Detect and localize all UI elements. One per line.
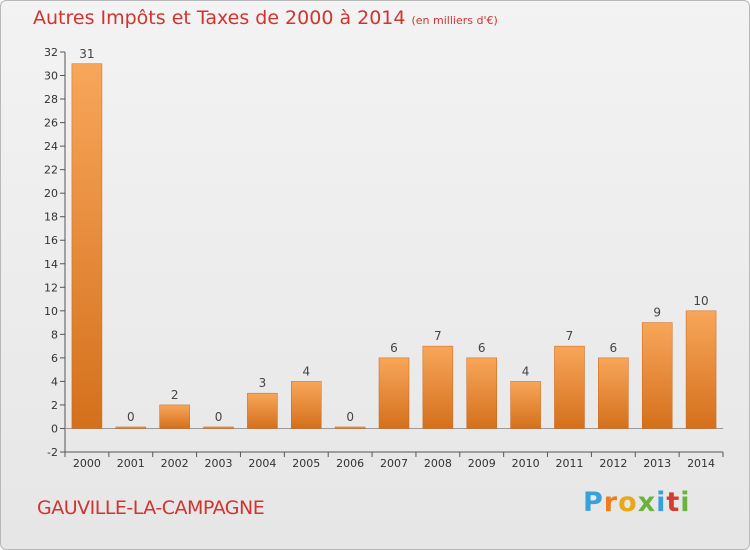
bar-2003 — [203, 426, 234, 429]
logo-letter: o — [618, 487, 638, 518]
value-label-2008: 7 — [434, 329, 442, 343]
title-text: Autres Impôts et Taxes de 2000 à 2014 — [33, 7, 406, 29]
x-tick-label: 2011 — [555, 457, 583, 470]
x-tick-label: 2004 — [248, 457, 276, 470]
y-tick-label: 2 — [51, 399, 58, 412]
logo-letter: i — [656, 487, 667, 518]
bar-2007 — [378, 357, 410, 429]
value-label-2005: 4 — [302, 364, 310, 378]
y-tick-label: 22 — [44, 164, 58, 177]
bar-2006 — [334, 426, 366, 429]
logo-letter: P — [583, 487, 604, 518]
value-label-2009: 6 — [478, 341, 486, 355]
value-label-2011: 7 — [566, 329, 574, 343]
y-tick-label: 14 — [44, 258, 58, 271]
x-tick-label: 2000 — [73, 457, 101, 470]
bar-2010 — [510, 381, 541, 429]
x-tick-label: 2013 — [643, 457, 671, 470]
value-label-2002: 2 — [171, 388, 179, 402]
y-tick-label: 16 — [44, 234, 58, 247]
x-tick-label: 2009 — [468, 457, 496, 470]
value-label-2000: 31 — [79, 47, 94, 61]
value-label-2007: 6 — [390, 341, 398, 355]
x-tick-label: 2005 — [292, 457, 320, 470]
logo-letter: r — [603, 487, 619, 518]
y-tick-label: 4 — [51, 375, 58, 388]
bar-2001 — [115, 426, 147, 429]
y-tick-label: 0 — [51, 422, 58, 435]
bar-2013 — [641, 322, 673, 429]
y-tick-label: -2 — [47, 446, 58, 459]
bar-2004 — [247, 392, 278, 429]
bar-2000 — [71, 63, 103, 429]
value-label-2006: 0 — [346, 410, 354, 424]
x-tick-label: 2003 — [205, 457, 233, 470]
x-tick-label: 2010 — [512, 457, 540, 470]
y-tick-label: 18 — [44, 211, 58, 224]
y-tick-label: 10 — [44, 305, 58, 318]
y-tick-label: 20 — [44, 187, 58, 200]
value-label-2003: 0 — [215, 410, 223, 424]
bar-2014 — [685, 310, 717, 429]
bar-2008 — [422, 345, 454, 429]
value-label-2001: 0 — [127, 410, 135, 424]
y-tick-label: 30 — [44, 70, 58, 83]
y-tick-label: 6 — [51, 352, 58, 365]
x-tick-label: 2012 — [599, 457, 627, 470]
bar-2002 — [159, 404, 190, 429]
commune-name: GAUVILLE-LA-CAMPAGNE — [37, 497, 265, 519]
y-tick-label: 28 — [44, 93, 58, 106]
chart-title: Autres Impôts et Taxes de 2000 à 2014 (en… — [33, 7, 498, 29]
y-tick-label: 24 — [44, 140, 58, 153]
x-tick-label: 2014 — [687, 457, 715, 470]
y-tick-label: 8 — [51, 328, 58, 341]
y-tick-label: 26 — [44, 117, 58, 130]
value-label-2012: 6 — [610, 341, 618, 355]
bars — [71, 63, 717, 429]
x-tick-label: 2001 — [117, 457, 145, 470]
x-tick-label: 2006 — [336, 457, 364, 470]
value-label-2013: 9 — [653, 306, 661, 320]
chart-subtitle: (en milliers d'€) — [411, 14, 498, 27]
x-tick-label: 2008 — [424, 457, 452, 470]
logo-letter: t — [666, 487, 681, 518]
y-tick-label: 12 — [44, 281, 58, 294]
bar-2012 — [598, 357, 629, 429]
value-label-2004: 3 — [259, 376, 267, 390]
y-tick-label: 32 — [44, 46, 58, 59]
bar-2011 — [554, 345, 585, 429]
value-label-2014: 10 — [693, 294, 708, 308]
x-tick-label: 2002 — [161, 457, 189, 470]
x-tick-label: 2007 — [380, 457, 408, 470]
bar-2005 — [291, 381, 322, 429]
proxiti-logo: Proxiti — [583, 487, 691, 518]
bar-2009 — [466, 357, 497, 429]
value-label-2010: 4 — [522, 364, 530, 378]
value-labels: 31 0 2 0 3 4 0 6 7 6 4 7 6 9 10 — [79, 47, 708, 424]
logo-letter: i — [680, 487, 691, 518]
logo-letter: x — [637, 487, 657, 518]
